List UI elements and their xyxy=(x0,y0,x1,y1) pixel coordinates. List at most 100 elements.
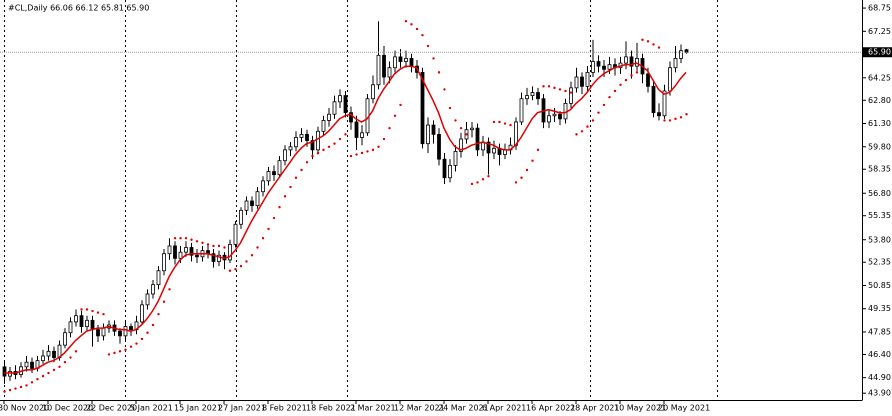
candle-body xyxy=(387,67,392,78)
sar-dot xyxy=(410,23,413,26)
sar-dot xyxy=(283,195,287,198)
last-price-box xyxy=(863,47,892,58)
sar-dot xyxy=(69,356,72,359)
candle-body xyxy=(30,361,34,369)
candle-body xyxy=(162,253,166,272)
candle-body xyxy=(453,151,458,166)
candle-body xyxy=(591,61,595,73)
candle-body xyxy=(228,244,232,261)
candle-body xyxy=(668,67,672,92)
sar-dot xyxy=(503,122,507,125)
candle-body xyxy=(167,245,172,255)
x-tick-label: 28 Apr 2021 xyxy=(570,404,619,413)
candle-body xyxy=(393,56,397,69)
sar-dot xyxy=(80,308,83,311)
candle-body xyxy=(277,160,282,176)
sar-dot xyxy=(245,260,248,263)
candle-body xyxy=(79,315,84,327)
candle-body xyxy=(239,209,243,225)
sar-dot xyxy=(377,145,380,148)
candle-body xyxy=(607,64,612,70)
sar-dot xyxy=(47,371,50,375)
sar-dot xyxy=(85,308,89,311)
sar-dot xyxy=(74,350,78,353)
sar-dot xyxy=(267,227,270,231)
sar-dot xyxy=(674,117,677,121)
y-tick-label: 56.80 xyxy=(868,189,891,198)
chart-title: #CL,Daily 66.06 66.12 65.81 65.90 xyxy=(8,4,149,13)
sar-dot xyxy=(421,33,424,37)
candle-body xyxy=(343,95,348,114)
sar-dot xyxy=(8,388,12,392)
x-tick-label: 8 Feb 2021 xyxy=(262,404,307,413)
candle-body xyxy=(24,361,29,368)
sar-dot xyxy=(509,123,512,127)
sar-dot xyxy=(107,353,111,356)
candle-body xyxy=(255,191,260,207)
candle-body xyxy=(442,158,447,179)
x-tick-label: 18 Feb 2021 xyxy=(306,404,356,413)
candle-body xyxy=(596,61,601,67)
sar-dot xyxy=(432,57,435,60)
candle-body xyxy=(283,149,287,162)
candle-body xyxy=(85,319,89,327)
sar-dot xyxy=(470,182,474,186)
y-tick-label: 50.85 xyxy=(868,281,891,290)
x-tick-label: 22 Dec 2020 xyxy=(86,404,137,413)
sar-dot xyxy=(250,254,254,257)
y-tick-label: 46.40 xyxy=(868,350,891,359)
sar-dot xyxy=(679,116,683,119)
candle-body xyxy=(272,171,276,176)
sar-dot xyxy=(564,89,567,93)
candle-body xyxy=(629,56,634,67)
sar-dots xyxy=(3,20,688,393)
x-tick-label: 27 Jan 2021 xyxy=(218,404,266,413)
sar-dot xyxy=(261,237,265,240)
sar-dot xyxy=(586,125,589,128)
candle-body xyxy=(426,124,430,145)
sar-dot xyxy=(459,126,463,130)
candle-body xyxy=(492,147,496,154)
sar-dot xyxy=(217,244,221,248)
sar-dot xyxy=(184,237,188,240)
sar-dot xyxy=(415,27,419,31)
sar-dot xyxy=(195,240,199,243)
candle-body xyxy=(662,90,667,117)
sar-dot xyxy=(118,350,122,353)
sar-dot xyxy=(91,309,94,313)
sar-dot xyxy=(443,88,446,91)
y-tick-label: 58.35 xyxy=(868,165,891,174)
candle-body xyxy=(217,254,221,262)
candle-body xyxy=(261,180,265,193)
sar-dot xyxy=(327,145,331,148)
sar-dot xyxy=(547,85,551,88)
candle-body xyxy=(184,247,188,253)
x-tick-label: 15 Jan 2021 xyxy=(174,404,222,413)
sar-dot xyxy=(635,71,639,74)
sar-dot xyxy=(58,365,61,369)
sar-dot xyxy=(624,78,628,82)
sar-dot xyxy=(597,111,600,114)
sar-dot xyxy=(14,387,17,390)
sar-dot xyxy=(668,119,672,122)
candle-body xyxy=(558,113,562,120)
sar-dot xyxy=(492,120,496,124)
sar-dot xyxy=(487,175,490,178)
sar-dot xyxy=(3,390,6,393)
candle-body xyxy=(41,355,45,362)
sar-dot xyxy=(355,153,358,156)
y-tick-label: 62.80 xyxy=(868,96,891,105)
sar-dot xyxy=(481,178,485,181)
sar-dot xyxy=(476,181,479,184)
candle-body xyxy=(349,112,353,123)
sar-dot xyxy=(96,311,100,314)
candle-body xyxy=(68,321,73,334)
candle-body xyxy=(310,140,315,151)
sar-dot xyxy=(602,103,606,107)
candle-body xyxy=(651,85,656,114)
candle-body xyxy=(189,247,194,256)
sar-dot xyxy=(168,288,171,291)
x-tick-label: 20 May 2021 xyxy=(658,404,710,413)
sar-dot xyxy=(25,384,28,387)
x-tick-label: 30 Nov 2020 xyxy=(0,404,49,413)
